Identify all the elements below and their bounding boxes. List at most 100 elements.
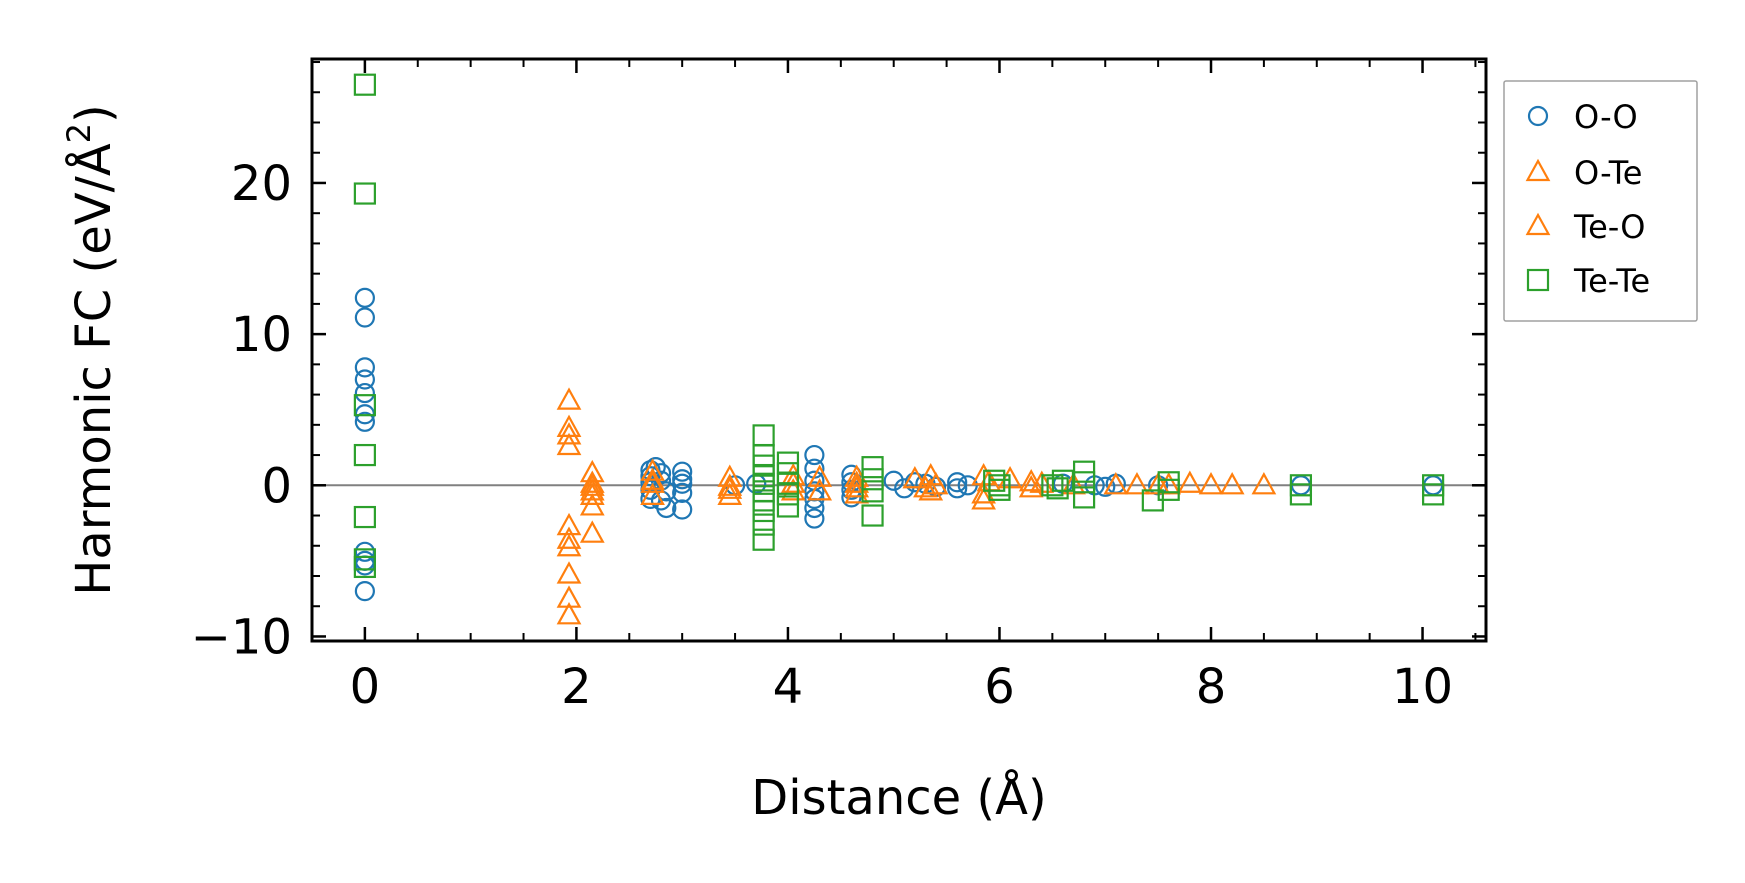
point-o-te — [556, 526, 582, 549]
point-te-te — [861, 480, 884, 503]
x-tick-label: 4 — [773, 659, 804, 715]
point-o-o — [804, 444, 825, 466]
point-te-te — [353, 443, 376, 467]
point-te-te — [988, 474, 1011, 497]
point-te-te — [752, 499, 775, 523]
point-te-te — [353, 182, 376, 205]
point-te-o — [556, 602, 582, 625]
point-o-o — [947, 472, 968, 493]
point-te-te — [1051, 469, 1075, 492]
legend-marker-o-o — [1527, 105, 1549, 127]
point-o-te — [913, 475, 938, 498]
point-o-te — [1251, 472, 1277, 495]
point-o-te — [1124, 472, 1150, 495]
point-te-o — [918, 478, 944, 501]
point-te-o — [717, 476, 743, 499]
x-tick-label: 2 — [561, 659, 592, 715]
point-te-te — [1422, 483, 1445, 506]
point-te-te — [752, 513, 775, 536]
point-o-te — [717, 482, 743, 505]
point-te-te — [776, 483, 800, 506]
x-tick-label: 8 — [1196, 659, 1227, 715]
point-o-te — [1177, 470, 1203, 493]
legend-marker-te-o — [1525, 212, 1551, 236]
point-te-te — [1072, 486, 1096, 509]
point-o-o — [883, 470, 904, 491]
data-points-layer — [353, 73, 1445, 625]
legend-marker-te-te — [1526, 268, 1550, 292]
point-o-te — [556, 432, 582, 456]
point-o-o — [656, 497, 677, 519]
point-o-te — [579, 493, 605, 516]
point-te-te — [353, 73, 376, 96]
point-o-o — [947, 478, 968, 499]
point-o-o — [354, 287, 375, 308]
point-te-te — [861, 456, 884, 479]
point-o-te — [1103, 472, 1129, 495]
y-tick-label: 10 — [231, 307, 292, 363]
point-o-te — [556, 387, 582, 410]
point-o-o — [354, 382, 375, 404]
point-te-te — [1046, 477, 1069, 500]
point-te-te — [752, 528, 775, 551]
point-te-te — [1072, 471, 1096, 494]
tick-labels-layer: 0 2 4 6 8 10 −10 0 10 20 — [191, 156, 1453, 715]
x-tick-label: 6 — [984, 659, 1015, 715]
point-o-te — [556, 561, 582, 584]
point-te-te — [1289, 483, 1313, 506]
x-axis-title: Distance (Å) — [751, 769, 1046, 826]
point-o-te — [902, 465, 928, 489]
legend-label-o-o: O-O — [1574, 98, 1638, 136]
point-o-te — [1198, 472, 1224, 495]
point-o-te — [556, 422, 582, 445]
point-te-o — [556, 585, 582, 608]
point-o-o — [354, 411, 375, 432]
point-o-te — [556, 534, 582, 557]
point-o-o — [672, 461, 693, 482]
legend-label-te-o: Te-O — [1573, 208, 1645, 246]
point-te-te — [776, 495, 800, 518]
point-o-te — [640, 470, 665, 493]
y-tick-label: 0 — [261, 458, 292, 514]
point-o-o — [672, 482, 693, 503]
ticks-layer — [311, 59, 1486, 641]
point-te-te — [353, 555, 376, 579]
y-tick-label: 20 — [231, 156, 292, 212]
point-te-o — [640, 467, 665, 490]
point-o-o — [1095, 476, 1116, 497]
legend-frame — [1503, 80, 1698, 322]
plot-frame — [310, 57, 1488, 643]
point-te-te — [353, 394, 376, 417]
point-te-o — [579, 473, 605, 496]
point-o-o — [672, 473, 693, 494]
legend-label-o-te: O-Te — [1574, 154, 1642, 192]
point-o-o — [354, 369, 375, 390]
y-tick-label: −10 — [191, 609, 292, 665]
point-o-te — [923, 472, 949, 495]
point-o-te — [807, 478, 833, 501]
point-te-te — [861, 504, 884, 527]
legend-marker-o-te — [1525, 158, 1551, 182]
point-te-te — [353, 505, 376, 529]
point-o-te — [717, 473, 743, 496]
point-o-te — [579, 478, 605, 501]
x-tick-label: 0 — [350, 659, 381, 715]
point-o-o — [354, 357, 375, 378]
point-o-te — [1219, 472, 1245, 495]
point-o-o — [354, 581, 375, 602]
legend: O-O O-Te Te-O Te-Te — [1503, 80, 1698, 322]
point-o-o — [354, 307, 375, 328]
point-te-te — [861, 468, 884, 491]
point-te-o — [1018, 475, 1044, 498]
legend-label-te-te: Te-Te — [1573, 262, 1650, 300]
point-te-te — [1157, 478, 1180, 501]
point-o-te — [807, 464, 833, 487]
point-o-te — [579, 520, 605, 543]
x-tick-label: 10 — [1392, 659, 1453, 715]
point-o-te — [640, 482, 665, 505]
point-o-te — [579, 470, 605, 493]
point-o-o — [672, 499, 693, 520]
point-o-te — [640, 458, 665, 481]
